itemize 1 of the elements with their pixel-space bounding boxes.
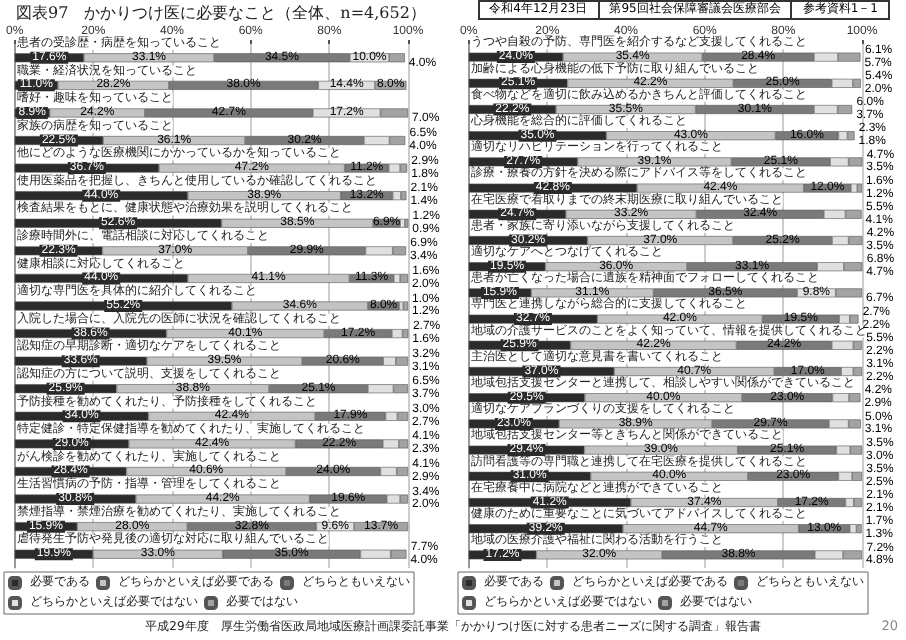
chart-title: 図表97 かかりつけ医に必要なこと（全体、n=4,652） [16, 2, 426, 24]
